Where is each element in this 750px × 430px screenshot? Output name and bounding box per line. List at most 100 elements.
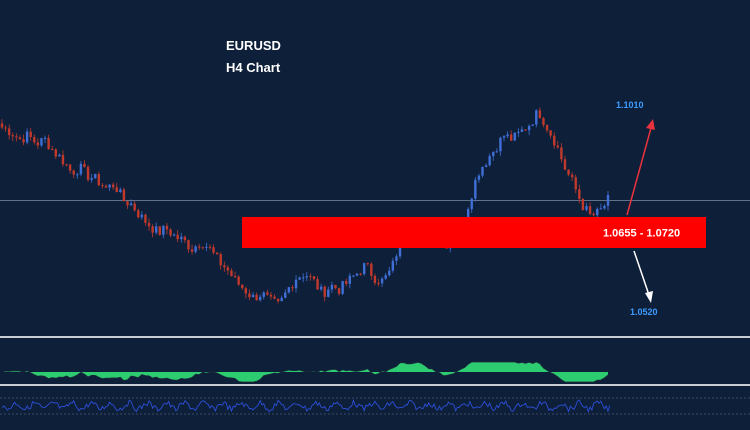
- candle-body: [388, 270, 391, 276]
- candle-body: [302, 277, 305, 279]
- candle-body: [391, 260, 395, 271]
- candle-body: [309, 276, 312, 278]
- panel-separator: [0, 336, 750, 338]
- candle-body: [215, 252, 219, 255]
- candle-body: [22, 139, 25, 143]
- histogram-signal: [1, 361, 609, 383]
- up-arrow-shaft: [626, 127, 652, 216]
- candle-body: [556, 145, 559, 148]
- candle-body: [531, 124, 534, 126]
- candle-body: [316, 279, 319, 290]
- candle-body: [190, 249, 194, 252]
- candle-body: [47, 137, 50, 150]
- candle-body: [248, 293, 251, 298]
- candle-body: [549, 130, 552, 136]
- candle-body: [284, 292, 287, 298]
- candle-body: [513, 132, 516, 141]
- candle-body: [237, 276, 240, 285]
- candle-body: [104, 185, 108, 188]
- candle-body: [25, 131, 29, 143]
- candle-body: [226, 267, 230, 271]
- candle-body: [588, 206, 592, 214]
- candle-body: [83, 163, 86, 167]
- candle-body: [176, 234, 179, 240]
- candle-body: [470, 198, 473, 210]
- candle-body: [129, 203, 133, 206]
- candle-body: [323, 286, 326, 297]
- candle-body: [111, 184, 115, 188]
- candle-body: [266, 292, 269, 295]
- candle-body: [68, 164, 72, 171]
- chart-subtitle: H4 Chart: [226, 60, 281, 75]
- candle-body: [474, 179, 477, 199]
- candle-body: [165, 225, 169, 230]
- candle-body: [58, 154, 61, 157]
- candle-body: [180, 236, 183, 240]
- target-down-label: 1.0520: [630, 307, 658, 317]
- candle-body: [499, 137, 502, 152]
- candle-body: [219, 254, 222, 266]
- candle-body: [527, 125, 531, 131]
- candle-body: [187, 240, 190, 250]
- candle-body: [172, 234, 176, 236]
- candle-body: [366, 263, 369, 265]
- candle-body: [101, 185, 104, 187]
- candle-body: [255, 294, 258, 301]
- chart-title: EURUSD: [226, 38, 281, 53]
- candle-body: [352, 275, 355, 277]
- candle-body: [15, 136, 18, 138]
- candle-body: [119, 189, 122, 193]
- candle-body: [61, 154, 65, 165]
- candle-body: [492, 151, 495, 157]
- candle-body: [151, 226, 154, 233]
- candle-body: [230, 270, 233, 277]
- candle-body: [233, 276, 237, 278]
- candle-body: [126, 201, 129, 206]
- candle-body: [258, 296, 262, 301]
- candle-body: [65, 164, 68, 166]
- candle-body: [201, 247, 205, 249]
- candle-body: [570, 174, 574, 178]
- candle-body: [373, 275, 377, 284]
- candle-body: [509, 134, 513, 141]
- candle-body: [477, 175, 481, 180]
- candle-body: [603, 205, 606, 209]
- candle-body: [43, 137, 47, 139]
- candle-body: [506, 134, 509, 137]
- candle-body: [337, 288, 341, 294]
- candle-body: [298, 277, 301, 280]
- candle-body: [0, 123, 4, 128]
- candle-body: [194, 246, 197, 252]
- candle-body: [585, 206, 588, 210]
- candle-body: [90, 178, 93, 180]
- candle-body: [553, 135, 556, 146]
- candle-body: [72, 170, 75, 175]
- candle-body: [362, 263, 366, 275]
- candle-body: [94, 173, 97, 179]
- candle-body: [545, 124, 549, 131]
- candle-body: [29, 131, 32, 138]
- candle-body: [560, 147, 563, 160]
- candle-body: [502, 136, 506, 138]
- candle-body: [86, 166, 90, 180]
- candle-body: [18, 137, 22, 140]
- candle-body: [115, 187, 118, 193]
- candle-body: [183, 236, 187, 241]
- candle-body: [495, 151, 499, 153]
- candle-body: [312, 276, 316, 280]
- candle-body: [144, 214, 147, 223]
- candle-body: [395, 256, 398, 261]
- candle-body: [592, 213, 595, 216]
- candle-body: [574, 177, 577, 190]
- support-zone: [242, 217, 706, 248]
- candle-body: [33, 137, 36, 143]
- candle-body: [341, 281, 344, 294]
- candle-body: [370, 263, 373, 276]
- candle-body: [319, 286, 323, 290]
- candle-body: [169, 229, 172, 236]
- candle-body: [244, 288, 248, 294]
- candle-body: [355, 273, 359, 276]
- candle-body: [488, 156, 491, 166]
- candle-body: [4, 127, 7, 129]
